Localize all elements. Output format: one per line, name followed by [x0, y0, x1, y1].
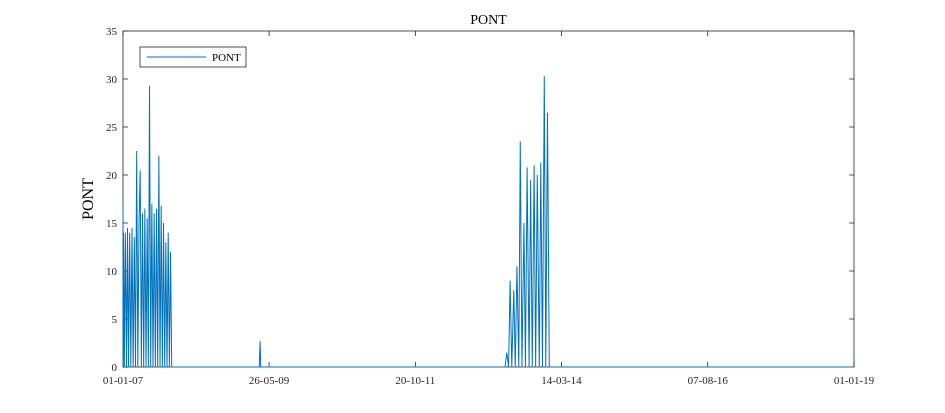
y-tick-label: 30 [106, 74, 118, 86]
legend-entry-pont: PONT [212, 52, 241, 64]
x-tick-label: 14-03-14 [541, 375, 582, 387]
x-tick-label: 26-05-09 [249, 375, 290, 387]
y-tick-label: 0 [112, 362, 118, 374]
y-tick-label: 20 [106, 170, 118, 182]
x-tick-label: 01-01-19 [834, 375, 875, 387]
chart-title: PONT [470, 13, 507, 28]
legend[interactable]: PONT [139, 46, 247, 68]
y-tick-label: 5 [112, 314, 118, 326]
series-line-pont [122, 76, 854, 368]
x-tick-label: 01-01-07 [103, 375, 144, 387]
series-layer [122, 76, 854, 368]
y-tick-label: 15 [106, 218, 118, 230]
y-axis-label: PONT [80, 178, 97, 220]
y-tick-label: 10 [106, 266, 118, 278]
y-tick-label: 25 [106, 122, 118, 134]
x-tick-label: 07-08-16 [688, 375, 729, 387]
x-ticks: 01-01-07 26-05-09 20-10-11 14-03-14 07-08-16… [103, 31, 875, 387]
y-tick-label: 35 [106, 26, 118, 38]
plot-frame [122, 30, 855, 368]
x-tick-label: 20-10-11 [395, 375, 435, 387]
axes [122, 30, 855, 368]
y-ticks: 0 5 10 15 20 25 30 35 [106, 26, 854, 374]
